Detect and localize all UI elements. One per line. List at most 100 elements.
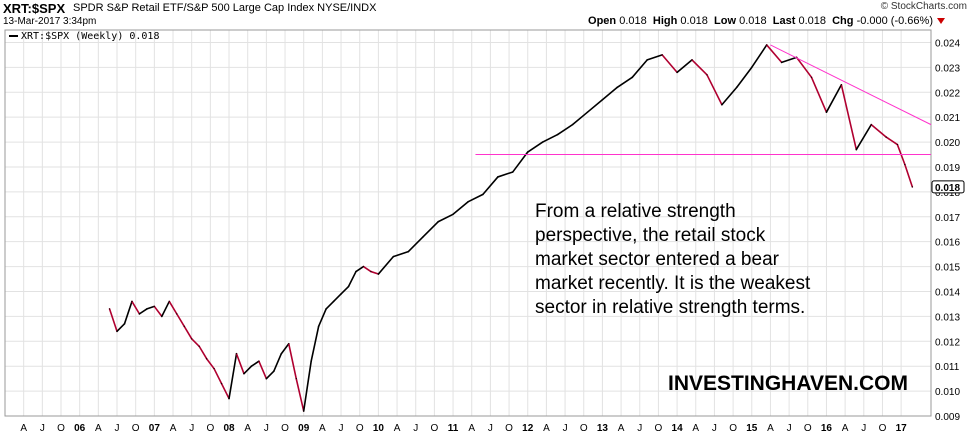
x-tick-label: A	[170, 423, 177, 434]
x-tick-label: A	[543, 423, 550, 434]
x-tick-label: J	[413, 423, 418, 434]
x-tick-label: J	[115, 423, 120, 434]
x-tick-label: 15	[746, 423, 758, 434]
series-segment	[616, 76, 634, 89]
data-point	[325, 308, 327, 310]
x-tick-label: A	[618, 423, 625, 434]
data-point	[280, 353, 282, 355]
series-segment	[273, 352, 283, 372]
series-segment	[422, 220, 439, 238]
series-segment	[362, 265, 372, 273]
annotation-line: market recently. It is the weakest	[535, 273, 811, 294]
series-segment	[183, 325, 193, 340]
series-segment	[765, 44, 783, 64]
data-point	[452, 213, 454, 215]
series-segment	[885, 136, 899, 146]
legend: XRT:$SPX (Weekly) 0.018	[9, 31, 159, 42]
x-tick-label: O	[804, 423, 812, 434]
data-point	[258, 360, 260, 362]
data-point	[123, 323, 126, 325]
series-segment	[407, 235, 424, 253]
series-segment	[721, 86, 738, 106]
data-point	[116, 330, 118, 332]
trendline	[770, 44, 932, 126]
y-axis: 0.024 0.023 0.022 0.021 0.020 0.019 0.018 0.017…	[935, 38, 960, 423]
x-tick-label: O	[57, 423, 65, 434]
data-point	[601, 99, 604, 101]
data-point	[355, 270, 357, 273]
change-down-arrow-icon	[937, 18, 945, 24]
low-value: 0.018	[739, 15, 767, 27]
series-segment	[392, 250, 410, 258]
series-segment	[631, 59, 649, 79]
x-tick-label: 06	[74, 423, 86, 434]
x-tick-label: 16	[821, 423, 833, 434]
series-segment	[205, 357, 215, 370]
copyright-notice: © StockCharts.com	[880, 1, 967, 12]
x-tick-label: J	[787, 423, 792, 434]
series-segment	[780, 56, 798, 64]
data-point	[482, 193, 484, 195]
series-segment	[661, 54, 678, 74]
x-axis: A J O 06 A J O 07 A J O 08 A J O 09 A J O 10 A J O 11 A J O 12 A J O 13…	[20, 423, 907, 434]
data-point	[542, 141, 544, 143]
x-tick-label: J	[189, 423, 194, 434]
series-segment	[235, 352, 245, 375]
data-point	[586, 111, 589, 113]
series-segment	[138, 308, 148, 315]
data-point	[437, 221, 439, 223]
data-point	[825, 111, 828, 113]
series-segment	[904, 163, 914, 188]
x-tick-label: O	[729, 423, 737, 434]
annotation-line: perspective, the retail stock	[535, 225, 766, 246]
y-tick-label: 0.023	[935, 63, 960, 74]
data-point	[243, 373, 245, 375]
x-tick-label: 12	[522, 423, 534, 434]
data-point	[168, 300, 170, 303]
data-point	[153, 305, 155, 308]
data-point	[288, 343, 290, 345]
data-point	[422, 236, 424, 238]
x-tick-label: O	[206, 423, 214, 434]
series-segment	[377, 255, 395, 275]
series-layer	[108, 44, 914, 412]
series-segment	[131, 300, 141, 315]
last-value-badge-box	[931, 180, 965, 194]
data-point	[407, 251, 409, 253]
data-point	[557, 133, 559, 136]
series-segment	[295, 377, 305, 412]
data-point	[497, 176, 499, 178]
x-tick-label: 14	[672, 423, 684, 434]
x-tick-label: J	[563, 423, 568, 434]
series-segment	[302, 360, 312, 412]
x-tick-label: 10	[373, 423, 385, 434]
data-point	[176, 313, 178, 315]
x-tick-label: O	[356, 423, 364, 434]
x-tick-label: O	[505, 423, 513, 434]
data-point	[661, 54, 663, 56]
x-tick-label: 11	[448, 423, 459, 434]
series-segment	[601, 86, 619, 101]
y-tick-label: 0.022	[935, 88, 960, 99]
data-point	[250, 365, 253, 367]
data-point	[108, 308, 111, 310]
open-value: 0.018	[619, 15, 647, 27]
series-segment	[347, 270, 357, 288]
series-segment	[250, 360, 260, 367]
x-tick-label: A	[319, 423, 326, 434]
data-point	[870, 124, 872, 126]
data-point	[138, 313, 141, 315]
x-tick-label: 07	[149, 423, 161, 434]
data-point	[646, 59, 648, 61]
series-segment	[541, 133, 559, 143]
data-point	[228, 397, 230, 400]
x-tick-label: O	[281, 423, 289, 434]
data-point	[273, 370, 275, 372]
high-label: High	[652, 15, 678, 27]
series-segment	[228, 352, 238, 400]
legend-label: XRT:$SPX (Weekly) 0.018	[21, 31, 159, 42]
data-point	[840, 84, 842, 86]
series-segment	[161, 300, 171, 318]
x-tick-label: A	[394, 423, 401, 434]
